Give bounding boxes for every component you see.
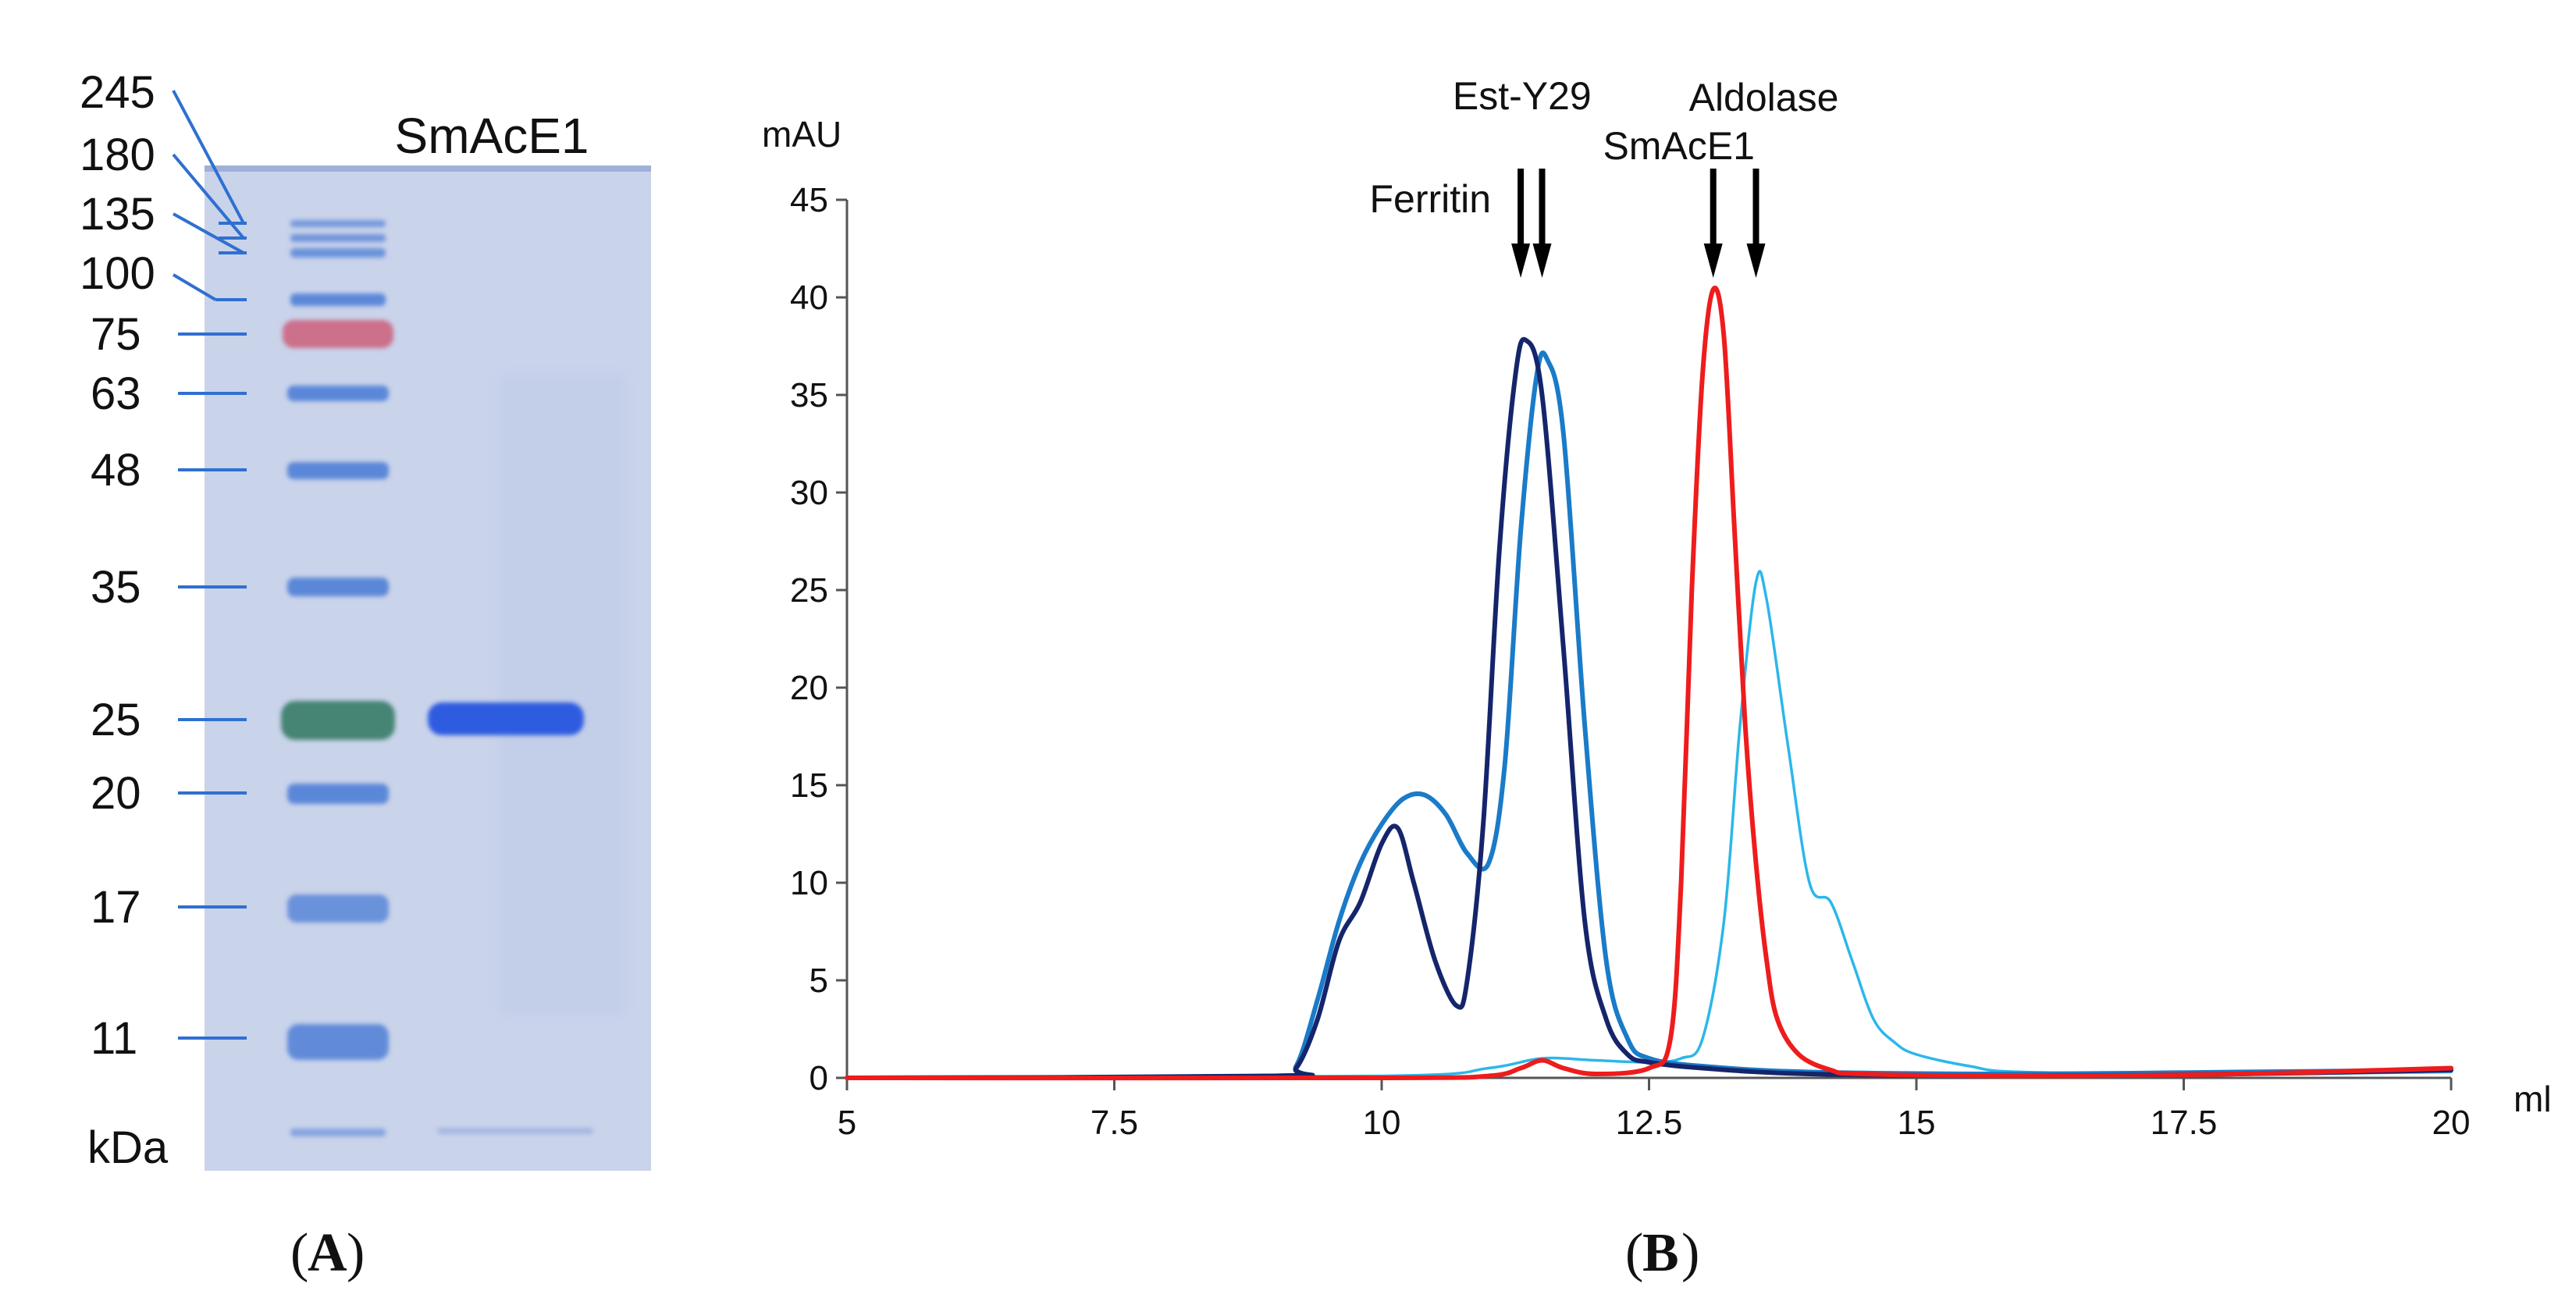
marker-band-100 (290, 293, 386, 306)
marker-label-48: 48 (91, 445, 141, 496)
marker-band-20 (287, 784, 389, 804)
marker-label-75: 75 (91, 309, 141, 360)
y-tick-label: 15 (790, 766, 828, 805)
y-tick-label: 35 (790, 376, 828, 414)
marker-band-75 (283, 320, 393, 348)
series-line-red (845, 286, 2453, 1081)
marker-band-245 (290, 220, 386, 227)
marker-lane (281, 220, 395, 1136)
chart-series (845, 286, 2453, 1081)
panel-a-open-paren: ( (290, 1223, 308, 1283)
marker-leader-245 (172, 90, 245, 224)
x-tick-label: 10 (1363, 1104, 1401, 1142)
marker-label-180: 180 (80, 130, 155, 180)
x-tick-label: 7.5 (1091, 1104, 1138, 1142)
arrow-label-est-y29: Est-Y29 (1453, 74, 1592, 118)
marker-leader-180 (172, 153, 245, 240)
marker-label-11: 11 (91, 1013, 137, 1064)
gel-lane-title: SmAcE1 (395, 108, 589, 164)
y-axis-label: mAU (762, 114, 841, 155)
arrow-head (1532, 244, 1552, 278)
panel-b-caption: ( B ) (1625, 1223, 1699, 1283)
marker-label-100: 100 (80, 248, 155, 299)
panel-b-open-paren: ( (1625, 1223, 1643, 1283)
arrow-label-ferritin: Ferritin (1370, 177, 1492, 221)
marker-band-135 (290, 248, 386, 258)
marker-label-25: 25 (91, 695, 141, 745)
marker-band-11 (287, 1024, 389, 1060)
sample-lane (428, 375, 624, 1134)
x-tick-label: 20 (2432, 1104, 2471, 1142)
y-tick-label: 30 (790, 474, 828, 512)
panel-a-close-paren: ) (347, 1223, 365, 1283)
y-tick-label: 45 (790, 181, 828, 219)
arrow-head (1511, 244, 1531, 278)
marker-label-135: 135 (80, 189, 155, 240)
y-tick-label: 40 (790, 279, 828, 317)
sample-band-smace1 (428, 702, 584, 735)
marker-label-245: 245 (80, 67, 155, 118)
arrow-head (1703, 244, 1723, 278)
y-tick-label: 10 (790, 864, 828, 902)
marker-labels: 245 180 135 100 75 63 48 35 (80, 67, 247, 1064)
marker-band-180 (290, 234, 386, 242)
x-axis-label: ml (2514, 1079, 2552, 1119)
panel-a-caption: ( A ) (290, 1223, 365, 1283)
panel-b-letter: B (1642, 1223, 1679, 1283)
x-tick-label: 15 (1898, 1104, 1936, 1142)
panel-a-letter: A (308, 1223, 347, 1283)
marker-band-63 (287, 386, 389, 401)
marker-leader-100 (172, 273, 217, 301)
marker-band-48 (287, 462, 389, 479)
arrow-label-smace1: SmAcE1 (1603, 124, 1755, 168)
x-tick-label: 5 (838, 1104, 856, 1142)
marker-band-17 (287, 894, 389, 923)
marker-label-20: 20 (91, 768, 141, 819)
y-tick-label: 25 (790, 571, 828, 610)
marker-label-35: 35 (91, 562, 141, 613)
y-tick-label: 5 (809, 962, 828, 1000)
marker-label-63: 63 (91, 368, 141, 419)
arrow-label-aldolase: Aldolase (1689, 76, 1839, 119)
panel-b-close-paren: ) (1681, 1223, 1699, 1283)
sample-lane-smear (500, 375, 624, 1015)
series-line-mid-blue (845, 350, 2453, 1080)
arrow-head (1746, 244, 1766, 278)
y-tick-label: 0 (809, 1059, 828, 1097)
y-tick-label: 20 (790, 669, 828, 707)
series-line-dark-navy (845, 336, 2453, 1080)
sample-band-faint (437, 1128, 593, 1134)
x-tick-label: 17.5 (2151, 1104, 2218, 1142)
panel-a-gel: SmAcE1 kDa 245 180 135 100 75 63 (80, 67, 651, 1283)
series-line-light-cyan (845, 570, 2453, 1079)
kda-label: kDa (87, 1122, 169, 1173)
x-tick-label: 12.5 (1616, 1104, 1683, 1142)
marker-label-17: 17 (91, 882, 141, 933)
gel-top-edge (205, 165, 651, 172)
marker-band-35 (287, 578, 389, 596)
marker-band-25 (281, 701, 395, 740)
marker-leader-135 (173, 212, 244, 254)
marker-band-front (290, 1129, 386, 1136)
